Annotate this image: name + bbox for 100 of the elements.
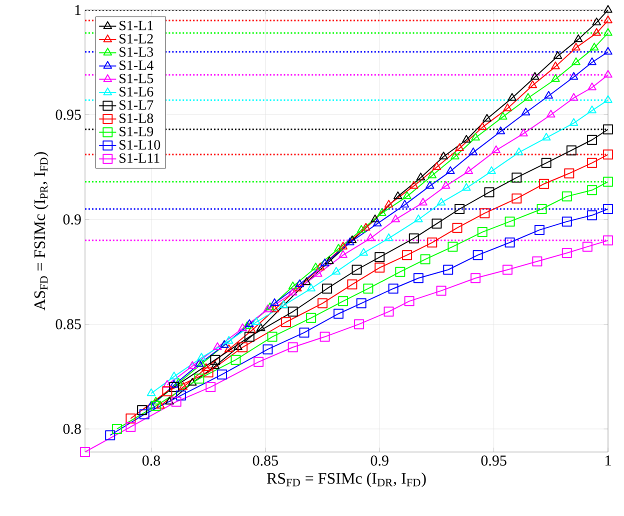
y-tick-label: 1 <box>75 5 81 15</box>
point <box>384 306 394 317</box>
point <box>562 191 572 202</box>
point <box>194 374 204 384</box>
point <box>428 170 437 178</box>
point <box>528 80 538 88</box>
point <box>439 152 448 160</box>
legend-label: S1-L8 <box>120 114 154 124</box>
point <box>197 352 206 360</box>
point <box>299 328 310 338</box>
point <box>338 242 348 250</box>
point <box>534 224 544 235</box>
legend-label: S1-L4 <box>120 60 154 70</box>
point <box>521 108 530 116</box>
point <box>468 147 478 156</box>
point <box>176 390 186 400</box>
point <box>603 150 614 160</box>
point <box>346 238 354 246</box>
point <box>388 284 398 294</box>
point <box>316 262 325 270</box>
point <box>603 235 614 246</box>
y-tick-label: 0.95 <box>56 110 81 120</box>
x-tick-label: 0.8 <box>142 456 160 466</box>
point <box>504 216 515 227</box>
point <box>324 256 334 264</box>
point <box>508 92 516 101</box>
point <box>471 132 480 141</box>
point <box>588 57 596 66</box>
x-tick-label: 1 <box>606 456 611 466</box>
point <box>402 250 412 260</box>
point <box>234 342 242 350</box>
point <box>363 284 374 294</box>
point <box>484 187 494 198</box>
point <box>338 250 348 258</box>
point <box>295 279 304 288</box>
point <box>203 367 214 378</box>
point <box>420 254 430 264</box>
legend-label: S1-L11 <box>120 153 160 163</box>
x-tick-label: 0.85 <box>252 456 278 466</box>
point <box>288 342 298 352</box>
point <box>146 388 156 396</box>
point <box>455 143 464 151</box>
point <box>462 134 471 143</box>
point <box>252 317 261 325</box>
point <box>562 248 572 258</box>
point <box>450 152 460 160</box>
point <box>454 204 465 214</box>
point <box>263 304 272 312</box>
point <box>105 430 116 440</box>
point <box>170 372 178 380</box>
point <box>280 317 291 328</box>
point <box>603 124 614 134</box>
point <box>448 242 458 252</box>
point <box>569 72 578 80</box>
point <box>188 361 197 369</box>
point <box>425 180 434 189</box>
point <box>318 298 328 308</box>
point <box>162 386 172 396</box>
point <box>432 162 442 170</box>
point <box>320 258 330 266</box>
point <box>404 296 414 306</box>
point <box>472 250 483 260</box>
point <box>604 95 612 103</box>
point <box>244 332 254 342</box>
point <box>413 273 424 284</box>
point <box>604 4 612 13</box>
point <box>492 145 500 154</box>
point <box>334 244 343 252</box>
point <box>352 264 362 275</box>
point <box>391 214 400 222</box>
point <box>496 126 506 134</box>
point <box>587 210 598 220</box>
point <box>146 400 156 409</box>
point <box>384 233 394 242</box>
point <box>604 15 612 24</box>
point <box>604 46 612 55</box>
point <box>603 176 614 187</box>
point <box>384 200 394 208</box>
point <box>210 354 220 365</box>
point <box>574 34 583 42</box>
point <box>464 166 474 174</box>
point <box>544 90 554 99</box>
point <box>162 380 172 388</box>
point <box>592 28 601 36</box>
legend-label: S1-L9 <box>120 126 154 136</box>
point <box>288 288 298 296</box>
point <box>478 122 487 130</box>
point <box>126 413 136 424</box>
point <box>194 359 204 367</box>
point <box>400 200 410 208</box>
point <box>322 284 332 294</box>
point <box>306 284 316 292</box>
point <box>332 266 341 275</box>
point <box>202 363 210 371</box>
x-tick-label: 0.95 <box>481 456 506 466</box>
point <box>314 268 322 277</box>
point <box>210 361 220 369</box>
point <box>536 204 547 214</box>
point <box>441 180 450 189</box>
point <box>502 264 513 275</box>
